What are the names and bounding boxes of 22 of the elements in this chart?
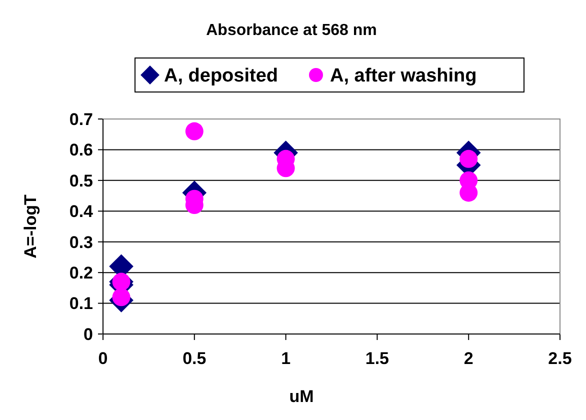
legend-label: A, after washing xyxy=(330,66,477,87)
x-tick-label: 0 xyxy=(98,349,108,368)
y-tick-label: 0.1 xyxy=(69,294,93,314)
y-tick-label: 0.6 xyxy=(69,140,93,160)
x-axis-title: uM xyxy=(289,387,314,406)
y-tick-label: 0.2 xyxy=(69,264,93,283)
y-axis-title: A=-logT xyxy=(21,194,40,258)
point xyxy=(112,288,130,306)
x-tick-label: 0.5 xyxy=(182,349,206,368)
x-tick-label: 2 xyxy=(464,349,474,368)
point xyxy=(185,122,204,140)
chart-title: Absorbance at 568 nm xyxy=(206,22,377,39)
x-tick-label: 2.5 xyxy=(548,349,572,368)
x-tick-label: 1 xyxy=(281,349,291,368)
y-tick-label: 0.4 xyxy=(69,202,94,222)
point xyxy=(460,150,478,168)
y-tick-label: 0.3 xyxy=(69,232,93,252)
x-tick-label: 1.5 xyxy=(365,349,390,368)
legend-label: A, deposited xyxy=(164,66,278,87)
y-tick-label: 0 xyxy=(84,324,93,344)
y-tick-label: 0.7 xyxy=(69,110,93,129)
y-tick-label: 0.5 xyxy=(69,171,93,190)
